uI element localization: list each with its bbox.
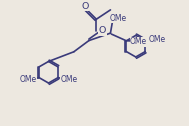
Text: OMe: OMe xyxy=(130,37,147,46)
Text: OMe: OMe xyxy=(19,75,36,84)
Text: O: O xyxy=(81,2,89,11)
Text: OMe: OMe xyxy=(149,35,166,44)
Text: OMe: OMe xyxy=(110,14,127,23)
Text: OMe: OMe xyxy=(61,75,78,84)
Text: O: O xyxy=(99,26,106,35)
